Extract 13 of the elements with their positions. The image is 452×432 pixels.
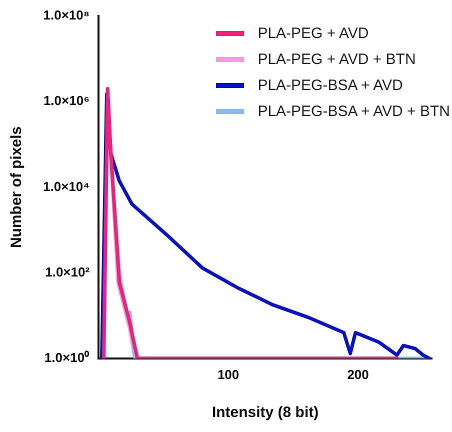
x-tick-label: 200 [347, 366, 369, 382]
legend-label: PLA-PEG + AVD [258, 24, 369, 42]
y-tick-label: 1.0×10⁴ [42, 178, 90, 194]
y-tick-label: 1.0×10⁶ [43, 93, 90, 108]
y-axis-title: Number of pixels [8, 126, 26, 248]
legend-label: PLA-PEG-BSA + AVD [258, 76, 403, 94]
legend-label: PLA-PEG-BSA + AVD + BTN [258, 102, 450, 120]
x-tick-label: 100 [217, 366, 240, 382]
legend-label: PLA-PEG + AVD + BTN [258, 50, 416, 68]
y-tick-label: 1.0×10⁸ [43, 8, 90, 23]
y-tick-label: 1.0×10⁰ [44, 350, 90, 365]
x-axis-title: Intensity (8 bit) [212, 404, 319, 422]
y-tick-label: 1.0×10² [45, 264, 90, 280]
